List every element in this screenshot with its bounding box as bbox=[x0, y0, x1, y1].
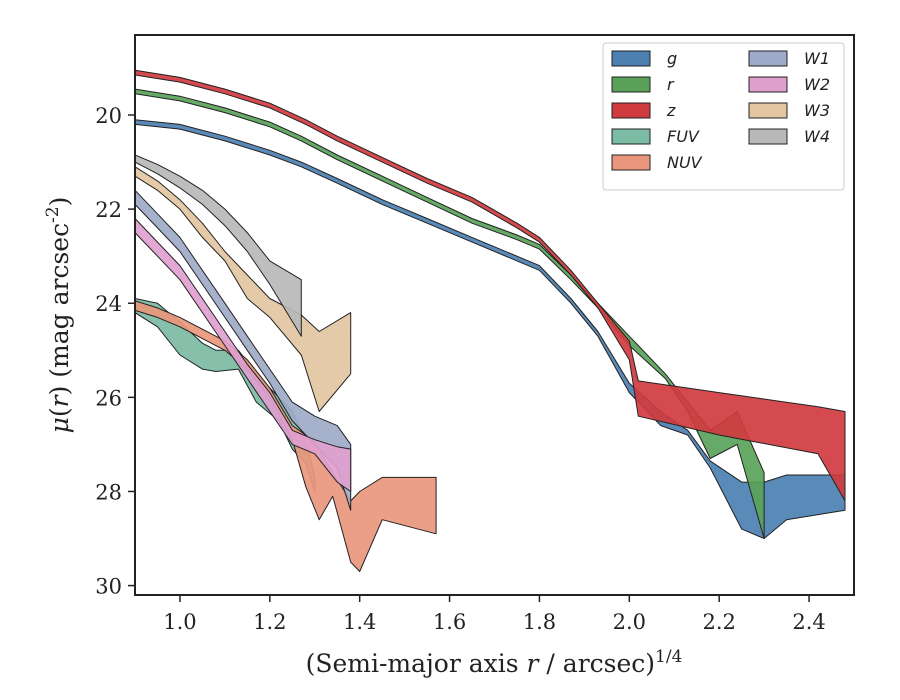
legend-label-w4: W4 bbox=[804, 127, 830, 146]
band-w1 bbox=[135, 189, 352, 511]
x-tick-label: 1.0 bbox=[163, 610, 196, 634]
y-axis-ticks: 20 22 24 26 28 30 bbox=[95, 104, 135, 599]
legend: grz FUV NUV W1 W2 W3 W4 bbox=[602, 42, 845, 191]
legend-swatch-r bbox=[611, 76, 651, 93]
y-tick-label: 26 bbox=[95, 386, 122, 410]
y-tick-label: 20 bbox=[95, 104, 122, 128]
band-r bbox=[135, 88, 765, 539]
y-tick-label: 28 bbox=[95, 480, 122, 504]
band-w2 bbox=[135, 218, 352, 492]
legend-label-r: r bbox=[667, 75, 675, 94]
band-z bbox=[135, 69, 846, 502]
y-axis-title: μ(r) (mag arcsec-2) bbox=[43, 197, 74, 434]
band-g bbox=[135, 119, 846, 539]
y-tick-label: 24 bbox=[95, 292, 122, 316]
x-axis-title: (Semi-major axis r / arcsec)1/4 bbox=[306, 647, 683, 678]
profile-bands bbox=[135, 69, 846, 572]
x-tick-label: 2.2 bbox=[702, 610, 735, 634]
band-w3 bbox=[135, 166, 352, 412]
y-tick-label: 22 bbox=[95, 198, 122, 222]
x-tick-label: 1.6 bbox=[433, 610, 466, 634]
legend-swatch-fuv bbox=[611, 128, 651, 145]
x-tick-label: 1.4 bbox=[343, 610, 376, 634]
plot-frame bbox=[134, 34, 855, 596]
legend-swatch-w1 bbox=[748, 50, 788, 67]
legend-label-w2: W2 bbox=[804, 75, 830, 94]
legend-swatch-g bbox=[611, 50, 651, 67]
legend-label-w3: W3 bbox=[804, 101, 830, 120]
y-tick-label: 30 bbox=[95, 575, 122, 599]
x-tick-label: 1.2 bbox=[253, 610, 286, 634]
legend-swatch-z bbox=[611, 102, 651, 119]
legend-label-w1: W1 bbox=[804, 49, 830, 68]
legend-swatch-w3 bbox=[748, 102, 788, 119]
legend-label-z: z bbox=[666, 101, 676, 120]
legend-label-fuv: FUV bbox=[667, 127, 700, 146]
x-tick-label: 2.4 bbox=[792, 610, 825, 634]
x-tick-label: 2.0 bbox=[613, 610, 646, 634]
legend-label-g: g bbox=[667, 49, 677, 68]
x-axis-ticks: 1.0 1.2 1.4 1.6 1.8 2.0 2.2 2.4 bbox=[163, 595, 826, 634]
legend-label-nuv: NUV bbox=[667, 153, 703, 172]
legend-swatch-nuv bbox=[611, 154, 651, 171]
legend-swatch-w4 bbox=[748, 128, 788, 145]
x-tick-label: 1.8 bbox=[523, 610, 556, 634]
band-w4 bbox=[135, 154, 302, 337]
legend-swatch-w2 bbox=[748, 76, 788, 93]
